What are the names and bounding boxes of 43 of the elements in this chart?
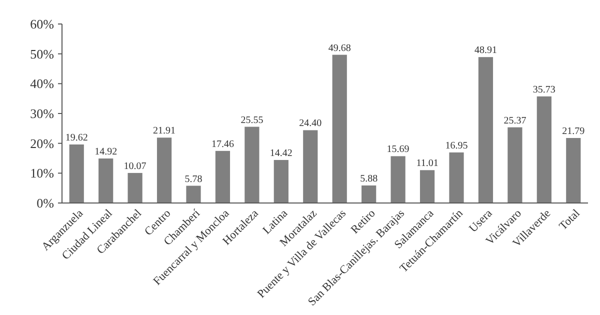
bar [128,172,142,203]
bar [186,186,201,203]
data-label: 19.62 [65,132,88,144]
data-label: 5.78 [184,174,202,185]
bar [536,96,552,203]
data-label: 35.73 [532,84,556,96]
y-tick-label: 40% [30,76,54,92]
data-label: 14.92 [94,146,118,158]
data-label: 48.91 [474,45,497,56]
bar [390,156,406,203]
data-label: 24.40 [299,118,322,130]
bar [332,54,347,203]
y-tick-label: 30% [30,106,54,122]
data-label: 49.68 [328,42,351,54]
bar [478,57,494,203]
bar [449,152,464,203]
y-tick-label: 50% [30,46,54,62]
y-tick-label: 60% [30,16,54,32]
bar [566,138,581,203]
data-label: 25.55 [240,114,264,126]
y-tick-label: 10% [30,166,54,181]
y-tick-label: 20% [30,136,54,151]
bar [274,160,288,203]
data-label: 25.37 [504,115,526,126]
bar [303,130,318,203]
data-label: 21.79 [562,126,585,137]
bar [420,170,435,203]
y-tick-label: 0% [36,196,54,211]
data-label: 15.69 [386,144,410,156]
data-label: 14.42 [270,148,292,159]
data-label: 11.01 [416,158,438,170]
data-label: 16.95 [445,140,468,152]
data-label: 10.07 [124,160,146,172]
bar [244,126,260,203]
data-label: 5.88 [360,173,378,184]
data-label: 21.91 [153,126,176,137]
bar [69,144,84,203]
bar [156,138,172,203]
bar [362,185,376,203]
data-label: 17.46 [211,138,234,150]
bar [215,150,230,203]
bar [508,127,522,203]
bar [98,158,114,203]
